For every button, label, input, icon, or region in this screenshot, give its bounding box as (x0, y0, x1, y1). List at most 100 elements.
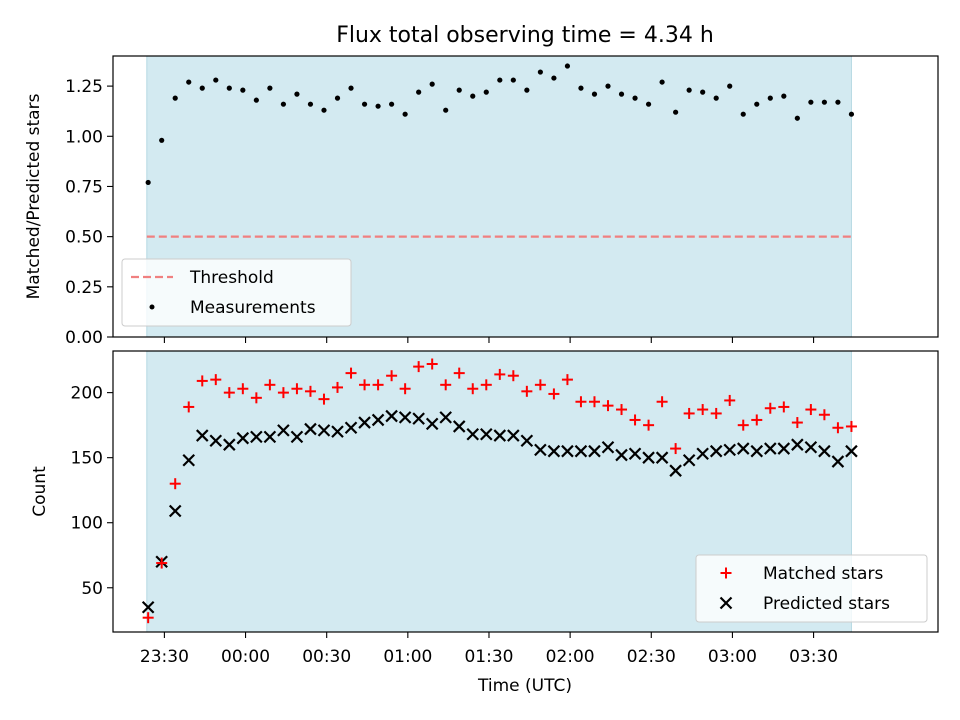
matched-point (575, 396, 587, 408)
predicted-point (669, 464, 682, 477)
measurement-point (618, 91, 625, 97)
measurement-point (564, 63, 571, 69)
matched-point (602, 400, 614, 412)
predicted-point (209, 434, 223, 448)
measurement-point (159, 137, 165, 143)
matched-point (724, 394, 736, 406)
matched-point (507, 370, 519, 382)
predicted-point (804, 440, 818, 454)
predicted-point (642, 451, 655, 464)
matched-point (345, 367, 357, 379)
measurement-point (740, 111, 746, 117)
matched-point (778, 401, 790, 413)
ratio-marks (145, 63, 855, 238)
y-tick-label: 0.00 (65, 328, 103, 348)
predicted-point (385, 409, 398, 423)
matched-point (494, 368, 506, 380)
measurement-point (578, 85, 584, 91)
figure-title: Flux total observing time = 4.34 h (336, 23, 714, 48)
y-tick-label: 1.00 (65, 127, 103, 147)
ratio-y-axis: 0.00 0.25 0.50 0.75 1.00 1.25 (65, 77, 113, 348)
measurement-point (700, 89, 706, 95)
matched-point (372, 379, 384, 391)
x-tick-label: 01:30 (464, 647, 513, 667)
matched-point (845, 420, 857, 432)
y-tick-label: 150 (71, 449, 103, 469)
measurement-point (848, 111, 855, 117)
measurement-point (754, 101, 760, 107)
count-marks (141, 358, 858, 624)
matched-point (291, 383, 303, 395)
measurement-point (294, 91, 300, 97)
predicted-point (818, 444, 831, 458)
predicted-point (547, 444, 561, 458)
measurement-point (659, 79, 665, 85)
count-y-axis: 50 100 150 200 (71, 384, 113, 599)
predicted-point (425, 417, 439, 431)
measurement-point (821, 99, 827, 105)
matched-point (683, 407, 695, 419)
measurement-point (416, 89, 422, 95)
measurement-point (470, 93, 476, 99)
predicted-point (277, 424, 290, 437)
ratio-legend-box (121, 258, 352, 327)
matched-point (304, 385, 316, 397)
measurement-point (835, 99, 841, 105)
predicted-point (628, 447, 642, 461)
legend-x-mark (719, 596, 733, 610)
x-tick-label: 00:00 (221, 647, 270, 667)
predicted-point (831, 455, 845, 468)
matched-point (399, 383, 411, 395)
ratio-x-ticks (163, 337, 815, 343)
predicted-point (493, 429, 507, 442)
x-tick-label: 02:30 (627, 647, 676, 667)
matched-point (548, 388, 560, 400)
matched-point (237, 383, 249, 395)
measurement-point (632, 95, 638, 101)
matched-point (413, 361, 425, 373)
matched-point (737, 419, 749, 431)
predicted-point (398, 411, 412, 424)
ratio-panel-frame (112, 55, 939, 338)
matched-point (318, 393, 330, 405)
legend-predicted-swatch (719, 596, 733, 610)
count-panel: 50 100 150 200 23:30 00:00 00:30 01:00 01:30 02:… (30, 350, 939, 696)
matched-point (142, 612, 154, 624)
predicted-point (466, 427, 480, 441)
matched-point (791, 417, 803, 429)
predicted-point (452, 420, 466, 433)
measurement-point (267, 85, 273, 91)
predicted-point (750, 444, 764, 458)
legend-predicted-label: Predicted stars (763, 594, 890, 614)
matched-point (751, 414, 763, 426)
matched-point (710, 407, 722, 419)
legend-measurements-label: Measurements (190, 298, 316, 318)
predicted-point (777, 442, 791, 455)
y-tick-label: 100 (71, 514, 103, 534)
predicted-point (845, 444, 858, 458)
y-tick-label: 0.50 (65, 228, 103, 248)
measurement-point (213, 77, 219, 83)
measurement-point (375, 103, 381, 109)
matched-point (534, 379, 546, 391)
predicted-point (168, 504, 182, 518)
matched-point (169, 478, 181, 490)
ratio-panel: 0.00 0.25 0.50 0.75 1.00 1.25 Matched/Predict… (24, 55, 939, 348)
measurement-point (402, 111, 408, 117)
predicted-point (182, 453, 196, 467)
measurement-point (361, 101, 368, 107)
matched-point (764, 402, 776, 414)
x-tick-label: 02:00 (546, 647, 595, 667)
matched-point (250, 392, 262, 404)
matched-point (196, 375, 208, 387)
predicted-point (317, 424, 331, 437)
measurement-point (808, 99, 814, 105)
time-x-axis: 23:30 00:00 00:30 01:00 01:30 02:00 02:30 03:00… (140, 632, 838, 667)
matched-point (832, 422, 844, 434)
measurement-point (605, 83, 611, 89)
measurement-point (307, 101, 314, 107)
y-tick-label: 200 (71, 384, 103, 404)
measurement-point (686, 87, 692, 93)
predicted-point (561, 444, 574, 458)
measurement-point (510, 77, 516, 83)
